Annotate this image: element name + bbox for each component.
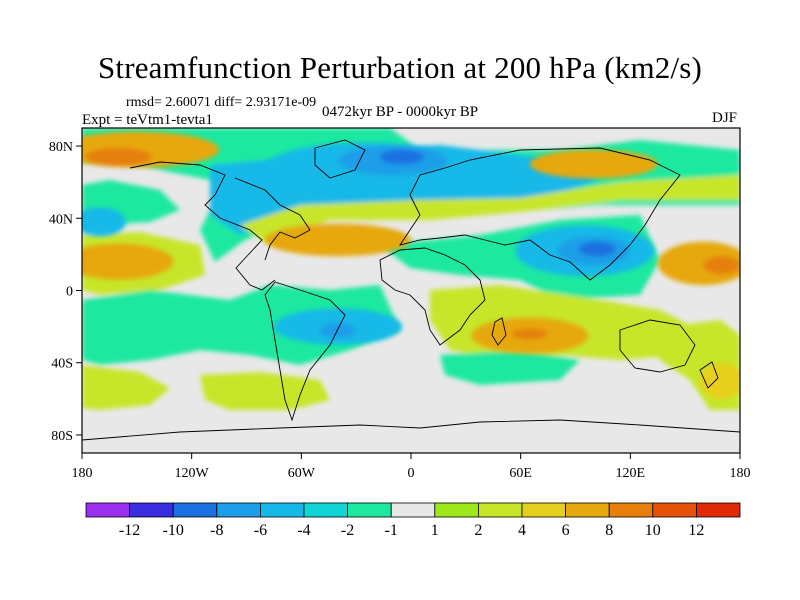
colorbar-label-0: -12 <box>119 522 140 539</box>
season-label: DJF <box>712 110 738 126</box>
coastlines <box>82 139 740 441</box>
australia-coast <box>619 319 696 373</box>
colorbar-swatch-9 <box>477 502 523 518</box>
colorbar-label-7: 1 <box>431 522 439 539</box>
x-tick-label-0: 180 <box>72 466 93 481</box>
contour-core-6 <box>82 207 126 237</box>
colorbar-swatch-14 <box>696 502 741 518</box>
x-tick-label-2: 60W <box>288 466 316 481</box>
colorbar-swatch-6 <box>347 502 392 518</box>
antarctica-coast <box>82 419 740 441</box>
colorbar-label-5: -2 <box>341 522 354 539</box>
y-tick-label-1: 40N <box>49 212 73 227</box>
y-axis: 80N 40N 0 40S 80S <box>49 140 82 444</box>
map-field <box>82 128 740 453</box>
midlatitude-positive-band <box>240 175 740 245</box>
colorbar-swatch-7 <box>390 502 436 518</box>
colorbar-label-11: 8 <box>605 522 613 539</box>
colorbar-label-12: 10 <box>645 522 661 539</box>
colorbar-swatch-8 <box>434 502 479 518</box>
colorbar-label-3: -6 <box>254 522 267 539</box>
colorbar: -12 -10 -8 -6 -4 -2 -1 1 2 4 6 8 10 12 <box>85 502 741 539</box>
colorbar-label-10: 6 <box>562 522 570 539</box>
y-tick-label-0: 80N <box>49 140 73 155</box>
experiment-label: Expt = teVtm1-tevta1 <box>82 112 213 128</box>
colorbar-label-1: -10 <box>163 522 184 539</box>
south-pacific-positive-patch <box>82 365 170 410</box>
contour-core-12 <box>264 223 411 257</box>
contour-core-10 <box>85 147 152 166</box>
eurasia-coast <box>398 147 681 281</box>
south-pacific-negative-band <box>82 285 400 365</box>
colorbar-swatch-10 <box>521 502 566 518</box>
y-tick-label-3: 40S <box>51 357 73 372</box>
contour-core-11 <box>82 243 174 280</box>
x-tick-label-6: 180 <box>730 466 751 481</box>
stats-text: rmsd= 2.60071 diff= 2.93171e-09 <box>126 95 317 110</box>
south-indian-negative-patch <box>440 350 580 385</box>
contour-core-14 <box>511 328 549 340</box>
africa-coast <box>379 247 486 346</box>
colorbar-swatch-2 <box>172 502 218 518</box>
colorbar-label-2: -8 <box>210 522 223 539</box>
colorbar-swatch-12 <box>608 502 654 518</box>
x-tick-label-1: 120W <box>175 466 210 481</box>
x-tick-label-5: 120E <box>616 466 646 481</box>
new-zealand-coast <box>699 361 719 389</box>
north-america-coast <box>129 161 276 291</box>
contour-core-16 <box>703 256 740 275</box>
colorbar-swatch-1 <box>129 502 174 518</box>
colorbar-swatch-13 <box>652 502 697 518</box>
colorbar-label-8: 2 <box>474 522 482 539</box>
north-america-east-coast <box>234 177 311 261</box>
madagascar-coast <box>491 317 507 346</box>
contour-core-2 <box>379 149 424 165</box>
x-axis: 180 120W 60W 0 60E 120E 180 <box>72 453 751 481</box>
y-tick-label-2: 0 <box>66 285 73 300</box>
contour-core-18 <box>699 362 740 399</box>
x-tick-label-3: 0 <box>408 466 415 481</box>
colorbar-swatch-4 <box>259 502 305 518</box>
colorbar-swatch-11 <box>565 502 610 518</box>
colorbar-swatch-3 <box>216 502 261 518</box>
contour-core-17 <box>529 149 658 179</box>
contour-core-15 <box>657 241 740 286</box>
colorbar-label-9: 4 <box>518 522 526 539</box>
colorbar-swatch-5 <box>303 502 348 518</box>
chart-title: Streamfunction Perturbation at 200 hPa (… <box>97 50 703 85</box>
south-atlantic-positive-patch <box>200 372 330 410</box>
y-tick-label-4: 80S <box>51 429 73 444</box>
contour-core-5 <box>579 241 616 257</box>
greenland-coast <box>314 139 366 179</box>
x-tick-label-4: 60E <box>509 466 532 481</box>
colorbar-label-6: -1 <box>385 522 398 539</box>
colorbar-label-13: 12 <box>688 522 704 539</box>
period-label: 0472kyr BP - 0000kyr BP <box>322 104 479 120</box>
colorbar-label-4: -4 <box>297 522 310 539</box>
colorbar-swatch-0 <box>85 502 130 518</box>
south-america-coast <box>264 281 346 422</box>
